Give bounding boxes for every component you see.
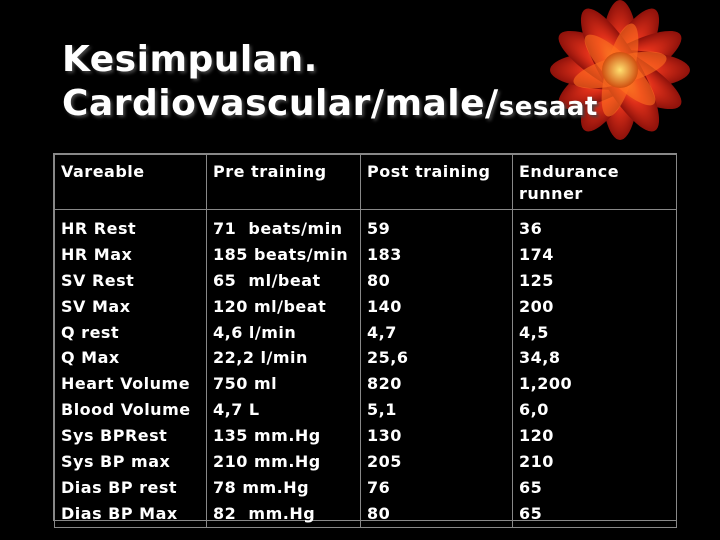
pre-training-value: 4,6 l/min bbox=[213, 322, 297, 342]
table-body-row: HR Rest HR Max SV Rest SV Max Q rest Q Max Hea… bbox=[54, 209, 677, 528]
post-training-value: 5,1 bbox=[367, 400, 397, 420]
pre-training-value: 71 beats/min bbox=[213, 219, 343, 238]
endurance-runner-value: 65 bbox=[519, 503, 543, 523]
variable-value: Sys BP max bbox=[61, 452, 171, 472]
pre-training-value: 210 mm.Hg bbox=[213, 452, 321, 472]
pre-training-value: 135 mm.Hg bbox=[213, 426, 321, 446]
post-training-value: 80 bbox=[367, 503, 391, 523]
post-training-value: 25,6 bbox=[367, 348, 409, 368]
post-training-value: 76 bbox=[367, 477, 391, 497]
variable-value: SV Max bbox=[61, 296, 131, 316]
variable-value: Heart Volume bbox=[61, 374, 191, 394]
pre-training-value: 82 mm.Hg bbox=[213, 503, 316, 523]
header-pre-training: Pre training bbox=[206, 154, 361, 210]
endurance-runner-value: 125 bbox=[519, 270, 554, 290]
variables-column: HR Rest HR Max SV Rest SV Max Q rest Q Max Hea… bbox=[54, 209, 207, 528]
pre-training-value: 4,7 L bbox=[213, 400, 260, 420]
endurance-runner-value: 36 bbox=[519, 219, 543, 238]
post-training-value: 130 bbox=[367, 426, 402, 446]
endurance-runner-value: 200 bbox=[519, 296, 554, 316]
slide-title: Kesimpulan. Cardiovascular/male/sesaat bbox=[62, 38, 598, 129]
variable-value: Dias BP rest bbox=[61, 477, 178, 497]
variable-value: Blood Volume bbox=[61, 400, 191, 420]
variable-value: Q Max bbox=[61, 348, 120, 368]
pre-training-value: 120 ml/beat bbox=[213, 296, 327, 316]
pre-training-column: 71 beats/min 185 beats/min 65 ml/beat 120 m… bbox=[206, 209, 361, 528]
post-training-value: 205 bbox=[367, 452, 402, 472]
endurance-runner-value: 34,8 bbox=[519, 348, 561, 368]
endurance-runner-value: 210 bbox=[519, 452, 554, 472]
post-training-value: 820 bbox=[367, 374, 402, 394]
title-line-2: Cardiovascular/male/ bbox=[62, 83, 499, 124]
pre-training-value: 185 beats/min bbox=[213, 244, 349, 264]
header-endurance-runner: Endurance runner bbox=[512, 154, 677, 210]
red-flower-icon bbox=[500, 0, 720, 145]
table-header-row: Vareable Pre training Post training Endu… bbox=[54, 154, 677, 210]
variable-value: HR Max bbox=[61, 244, 133, 264]
post-training-value: 80 bbox=[367, 270, 391, 290]
variable-value: Dias BP Max bbox=[61, 503, 178, 523]
variable-value: Sys BPRest bbox=[61, 426, 168, 446]
post-training-column: 59 183 80 140 4,7 25,6 820 5,1 130 205 76 80 bbox=[360, 209, 513, 528]
post-training-value: 183 bbox=[367, 244, 402, 264]
post-training-value: 140 bbox=[367, 296, 402, 316]
pre-training-value: 750 ml bbox=[213, 374, 278, 394]
header-post-training: Post training bbox=[360, 154, 513, 210]
pre-training-value: 78 mm.Hg bbox=[213, 477, 310, 497]
comparison-table: Vareable Pre training Post training Endu… bbox=[53, 153, 677, 528]
header-variable: Vareable bbox=[54, 154, 207, 210]
pre-training-value: 65 ml/beat bbox=[213, 270, 321, 290]
title-line-1: Kesimpulan. bbox=[62, 39, 318, 80]
pre-training-value: 22,2 l/min bbox=[213, 348, 308, 368]
post-training-value: 4,7 bbox=[367, 322, 397, 342]
endurance-runner-value: 65 bbox=[519, 477, 543, 497]
endurance-runner-value: 120 bbox=[519, 426, 554, 446]
variable-value: Q rest bbox=[61, 322, 120, 342]
variable-value: HR Rest bbox=[61, 219, 137, 238]
endurance-runner-column: 36 174 125 200 4,5 34,8 1,200 6,0 120 210 65 65 bbox=[512, 209, 677, 528]
post-training-value: 59 bbox=[367, 219, 391, 238]
endurance-runner-value: 6,0 bbox=[519, 400, 549, 420]
title-suffix: sesaat bbox=[498, 92, 598, 122]
endurance-runner-value: 174 bbox=[519, 244, 554, 264]
endurance-runner-value: 4,5 bbox=[519, 322, 549, 342]
endurance-runner-value: 1,200 bbox=[519, 374, 573, 394]
variable-value: SV Rest bbox=[61, 270, 135, 290]
